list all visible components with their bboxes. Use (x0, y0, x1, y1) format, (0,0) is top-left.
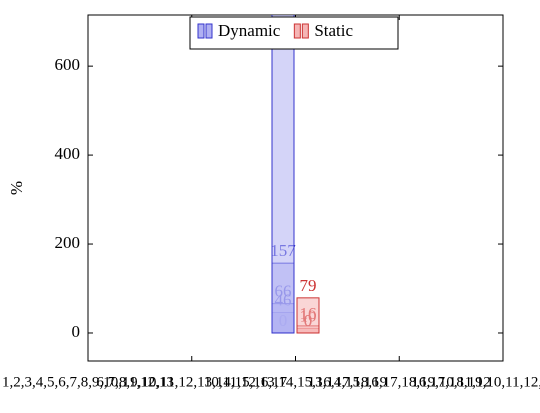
legend-swatch (301, 23, 309, 39)
legend-label: Dynamic (218, 21, 281, 40)
legend-label: Static (314, 21, 353, 40)
y-tick-label: 600 (55, 55, 81, 74)
y-tick-label: 400 (55, 144, 81, 163)
x-tick-label: 10,11,12,13,14,15,16,17,18,19 (204, 374, 387, 390)
x-tick-label: 6,7,8,9,10,11,12,13,14,15,16,17 (96, 374, 287, 390)
legend-swatch (205, 23, 213, 39)
bar (296, 297, 320, 334)
plot-frame (87, 14, 504, 362)
x-tick-label: 16,17,18,19,10,11,12,13,14,15 (411, 374, 540, 390)
y-tick-label: 200 (55, 233, 81, 252)
x-tick-label: 13,14,15,16,17,18,19,10,11,12 (308, 374, 491, 390)
y-axis-label: % (7, 181, 26, 195)
data-label: 79 (300, 276, 317, 295)
y-tick-label: 0 (72, 322, 81, 341)
legend-swatch (293, 23, 301, 39)
legend-swatch (197, 23, 205, 39)
bar (271, 15, 295, 334)
bar-layer: 00466615700101679 (270, 15, 320, 334)
x-tick-label: 1,2,3,4,5,6,7,8,9,10,11,12,13 (2, 374, 174, 390)
